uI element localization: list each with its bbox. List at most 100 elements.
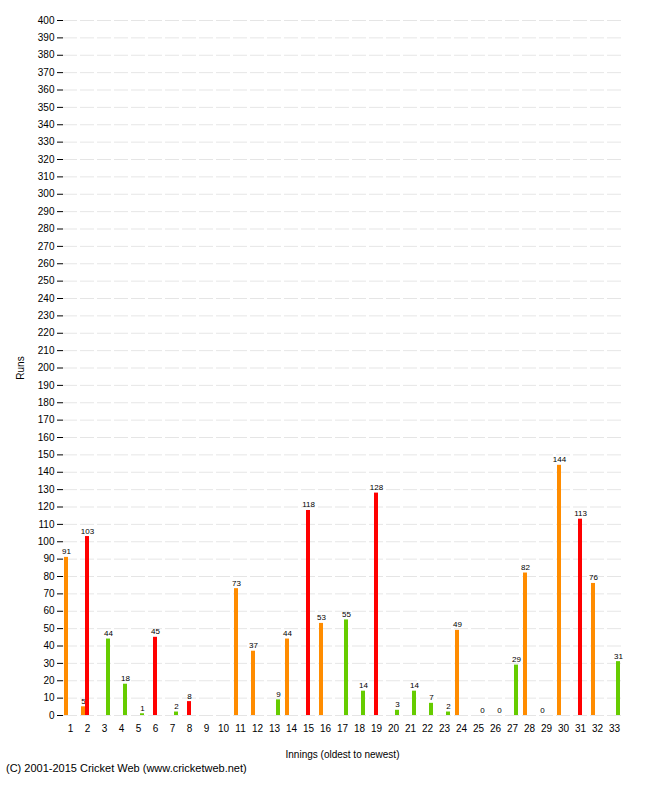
svg-text:11: 11 <box>235 723 246 734</box>
svg-text:27: 27 <box>507 723 519 734</box>
svg-text:14: 14 <box>410 681 419 690</box>
svg-text:3: 3 <box>102 723 108 734</box>
svg-text:25: 25 <box>473 723 485 734</box>
svg-text:7: 7 <box>429 693 434 702</box>
svg-text:19: 19 <box>371 723 383 734</box>
svg-text:9: 9 <box>276 690 281 699</box>
svg-text:8: 8 <box>187 692 192 701</box>
svg-text:310: 310 <box>38 171 55 182</box>
svg-text:60: 60 <box>43 605 55 616</box>
svg-text:103: 103 <box>81 527 95 536</box>
svg-text:190: 190 <box>38 380 55 391</box>
svg-text:130: 130 <box>38 484 55 495</box>
svg-text:290: 290 <box>38 206 55 217</box>
svg-text:33: 33 <box>609 723 621 734</box>
svg-text:300: 300 <box>38 188 55 199</box>
svg-text:7: 7 <box>170 723 176 734</box>
svg-text:110: 110 <box>39 519 55 530</box>
svg-text:0: 0 <box>540 706 545 715</box>
svg-text:23: 23 <box>439 723 451 734</box>
svg-text:10: 10 <box>43 692 55 703</box>
svg-text:100: 100 <box>38 536 55 547</box>
svg-text:220: 220 <box>38 327 55 338</box>
svg-text:29: 29 <box>541 723 553 734</box>
svg-text:45: 45 <box>151 627 160 636</box>
svg-text:2: 2 <box>85 723 91 734</box>
svg-text:0: 0 <box>480 706 485 715</box>
svg-text:16: 16 <box>320 723 332 734</box>
svg-text:80: 80 <box>43 571 55 582</box>
svg-text:44: 44 <box>283 629 292 638</box>
svg-text:0: 0 <box>497 706 502 715</box>
svg-text:200: 200 <box>38 362 55 373</box>
svg-text:37: 37 <box>249 641 258 650</box>
svg-text:360: 360 <box>38 84 55 95</box>
svg-text:9: 9 <box>204 723 210 734</box>
svg-text:150: 150 <box>38 449 55 460</box>
svg-text:260: 260 <box>38 258 55 269</box>
svg-text:120: 120 <box>38 501 55 512</box>
svg-text:82: 82 <box>521 563 530 572</box>
svg-text:Runs: Runs <box>15 356 26 379</box>
svg-text:113: 113 <box>574 509 587 518</box>
svg-text:180: 180 <box>38 397 55 408</box>
svg-text:55: 55 <box>342 610 351 619</box>
svg-text:30: 30 <box>558 723 570 734</box>
svg-text:170: 170 <box>38 414 55 425</box>
svg-text:400: 400 <box>38 15 55 26</box>
svg-text:2: 2 <box>174 702 179 711</box>
svg-text:18: 18 <box>354 723 366 734</box>
svg-text:280: 280 <box>38 223 55 234</box>
svg-text:0: 0 <box>49 710 55 721</box>
svg-text:270: 270 <box>38 241 55 252</box>
svg-text:230: 230 <box>38 310 55 321</box>
svg-text:390: 390 <box>38 32 55 43</box>
svg-text:160: 160 <box>38 432 55 443</box>
svg-text:53: 53 <box>317 613 326 622</box>
svg-text:12: 12 <box>252 723 264 734</box>
svg-text:44: 44 <box>104 629 113 638</box>
svg-text:2: 2 <box>446 702 451 711</box>
svg-text:18: 18 <box>121 674 130 683</box>
svg-text:50: 50 <box>43 623 55 634</box>
svg-text:40: 40 <box>43 640 55 651</box>
svg-text:70: 70 <box>43 588 55 599</box>
svg-text:10: 10 <box>218 723 230 734</box>
svg-text:26: 26 <box>490 723 502 734</box>
svg-text:340: 340 <box>38 119 55 130</box>
svg-text:49: 49 <box>453 620 462 629</box>
svg-text:32: 32 <box>592 723 604 734</box>
svg-text:Innings (oldest to newest): Innings (oldest to newest) <box>286 749 400 760</box>
svg-text:380: 380 <box>38 49 55 60</box>
svg-text:31: 31 <box>614 652 623 661</box>
svg-text:30: 30 <box>43 658 55 669</box>
svg-text:17: 17 <box>337 723 349 734</box>
svg-text:320: 320 <box>38 154 55 165</box>
svg-text:144: 144 <box>553 455 567 464</box>
svg-text:250: 250 <box>38 275 55 286</box>
svg-text:73: 73 <box>232 579 241 588</box>
svg-text:5: 5 <box>136 723 142 734</box>
svg-text:3: 3 <box>395 700 400 709</box>
svg-text:20: 20 <box>388 723 400 734</box>
svg-text:6: 6 <box>153 723 159 734</box>
svg-text:128: 128 <box>370 483 384 492</box>
svg-text:76: 76 <box>589 573 598 582</box>
svg-text:24: 24 <box>456 723 468 734</box>
svg-text:22: 22 <box>422 723 434 734</box>
svg-text:118: 118 <box>302 500 315 509</box>
svg-text:20: 20 <box>43 675 55 686</box>
svg-text:21: 21 <box>405 723 417 734</box>
svg-text:350: 350 <box>38 102 55 113</box>
svg-text:14: 14 <box>359 681 368 690</box>
svg-text:1: 1 <box>68 723 74 734</box>
svg-text:90: 90 <box>43 553 55 564</box>
svg-text:29: 29 <box>512 655 521 664</box>
svg-text:210: 210 <box>38 345 55 356</box>
svg-text:140: 140 <box>38 466 55 477</box>
svg-text:4: 4 <box>119 723 125 734</box>
svg-text:91: 91 <box>62 547 71 556</box>
svg-text:13: 13 <box>269 723 281 734</box>
svg-text:28: 28 <box>524 723 536 734</box>
svg-text:8: 8 <box>187 723 193 734</box>
